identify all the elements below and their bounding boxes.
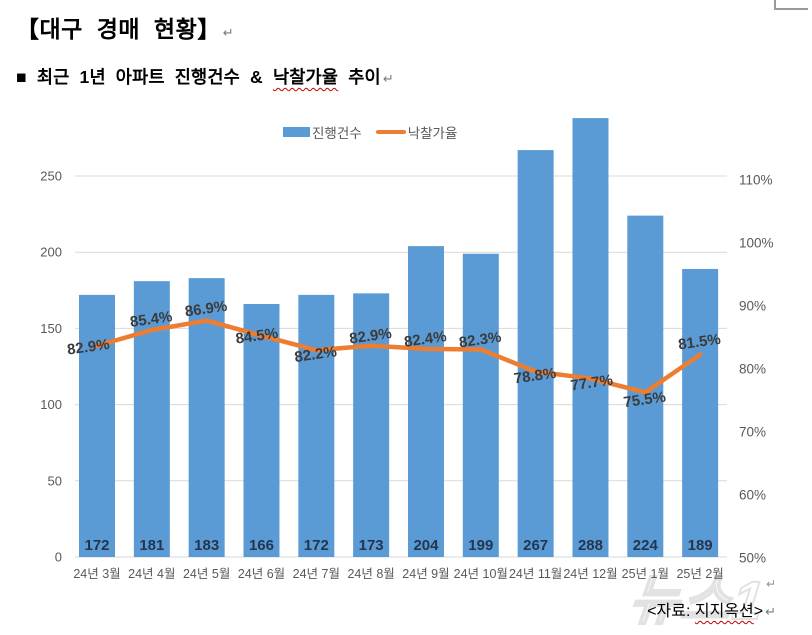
bar: [298, 294, 335, 557]
rate-point-label: 86.9%: [184, 298, 228, 321]
bar: [407, 246, 444, 557]
rate-point-label: 85.4%: [129, 308, 173, 331]
bar: [682, 268, 719, 557]
right-axis-tick-label: 80%: [739, 362, 766, 377]
left-axis-tick-label: 100: [40, 397, 62, 412]
bar-value-label: 172: [84, 537, 109, 554]
line-swatch-icon: [375, 130, 406, 134]
source-suffix: >: [753, 603, 764, 620]
bar-value-label: 288: [578, 537, 603, 554]
rate-point-label: 75.5%: [622, 389, 666, 412]
paragraph-return-icon: ↵: [382, 71, 394, 86]
legend-item-line: 낙찰가율: [375, 122, 458, 142]
heading-suffix: 추이: [338, 67, 381, 87]
bar-value-label: 173: [359, 537, 384, 554]
bar-value-label: 224: [633, 537, 659, 554]
chart-legend: 진행건수 낙찰가율: [283, 122, 457, 142]
paragraph-return-icon: ↵: [765, 604, 776, 619]
rate-point-label: 82.9%: [66, 336, 110, 359]
bar-value-label: 181: [139, 537, 164, 554]
paragraph-return-icon: ↵: [222, 25, 235, 40]
x-axis-category-label: 24년 5월: [183, 567, 230, 581]
left-axis-tick-label: 50: [48, 473, 62, 488]
rate-point-label: 82.2%: [293, 343, 337, 366]
right-axis-tick-label: 70%: [739, 425, 766, 440]
combo-chart: 0 50 100 150 200 250 50% 60% 70% 80% 90% 100% 110% 17…: [40, 118, 774, 581]
right-axis-tick-label: 50%: [739, 551, 766, 566]
bar-swatch-icon: [283, 127, 310, 137]
bar-value-label: 189: [688, 537, 713, 554]
bar-value-label: 172: [304, 537, 329, 554]
legend-line-label: 낙찰가율: [407, 126, 458, 141]
heading-prefix: 최근 1년 아파트 진행건수 &: [36, 67, 273, 87]
paragraph-return-icon: ↵: [766, 577, 777, 591]
heading-spellcheck-word: 낙찰가율: [272, 67, 339, 87]
x-axis-category-label: 24년 3월: [73, 567, 120, 581]
bar-value-label: 267: [523, 537, 548, 554]
chart-heading: ■ 최근 1년 아파트 진행건수 & 낙찰가율 추이 ↵: [16, 64, 394, 89]
x-axis-category-label: 24년 12월: [563, 567, 617, 581]
bar: [243, 304, 280, 557]
right-axis-tick-label: 60%: [739, 488, 766, 503]
rate-point-label: 84.5%: [235, 325, 279, 348]
x-axis-category-label: 24년 4월: [128, 567, 175, 581]
x-axis-category-label: 24년 11월: [509, 567, 562, 581]
bar: [572, 118, 609, 557]
rate-line: [94, 318, 703, 395]
x-axis-category-label: 24년 10월: [454, 567, 508, 581]
rate-point-label: 82.3%: [458, 329, 502, 352]
legend-item-bar: 진행건수: [283, 122, 362, 142]
bar-value-label: 199: [468, 537, 493, 554]
text-boundary-mark: [774, 0, 808, 10]
right-axis-tick-label: 110%: [739, 173, 773, 188]
bar: [517, 150, 554, 558]
rate-point-label: 81.5%: [677, 331, 721, 354]
x-axis-category-label: 25년 2월: [676, 567, 723, 581]
rate-point-label: 78.8%: [513, 365, 557, 388]
rate-point-label: 82.9%: [348, 325, 392, 348]
bar-value-label: 204: [413, 537, 439, 554]
bar-value-label: 166: [249, 537, 274, 554]
x-axis-category-label: 24년 9월: [402, 567, 449, 581]
bar-value-label: 183: [194, 537, 219, 554]
rate-point-label: 82.4%: [403, 328, 447, 351]
x-axis-category-label: 24년 6월: [238, 567, 285, 581]
page-title-text: 【대구 경매 현황】: [16, 16, 221, 42]
bar: [353, 293, 390, 557]
left-axis-tick-label: 0: [55, 550, 62, 565]
x-axis-category-label: 24년 8월: [347, 567, 394, 581]
left-axis-tick-label: 200: [40, 245, 62, 260]
legend-bar-label: 진행건수: [312, 126, 362, 141]
right-axis-tick-label: 90%: [739, 299, 766, 314]
x-axis-category-label: 25년 1월: [622, 567, 669, 581]
left-axis-tick-label: 150: [40, 321, 62, 336]
left-axis-tick-label: 250: [40, 169, 62, 184]
page-title: 【대구 경매 현황】 ↵: [16, 10, 234, 44]
x-axis-category-label: 24년 7월: [293, 567, 340, 581]
source-prefix: <자료:: [647, 603, 695, 620]
heading-bullet: ■: [16, 67, 37, 87]
right-axis-tick-label: 100%: [739, 236, 774, 251]
source-note: <자료: 지지옥션> ↵: [647, 597, 776, 621]
rate-point-label: 77.7%: [570, 372, 614, 395]
source-spellcheck-word: 지지옥션: [694, 603, 754, 620]
bar: [79, 294, 115, 557]
bar: [462, 253, 499, 557]
